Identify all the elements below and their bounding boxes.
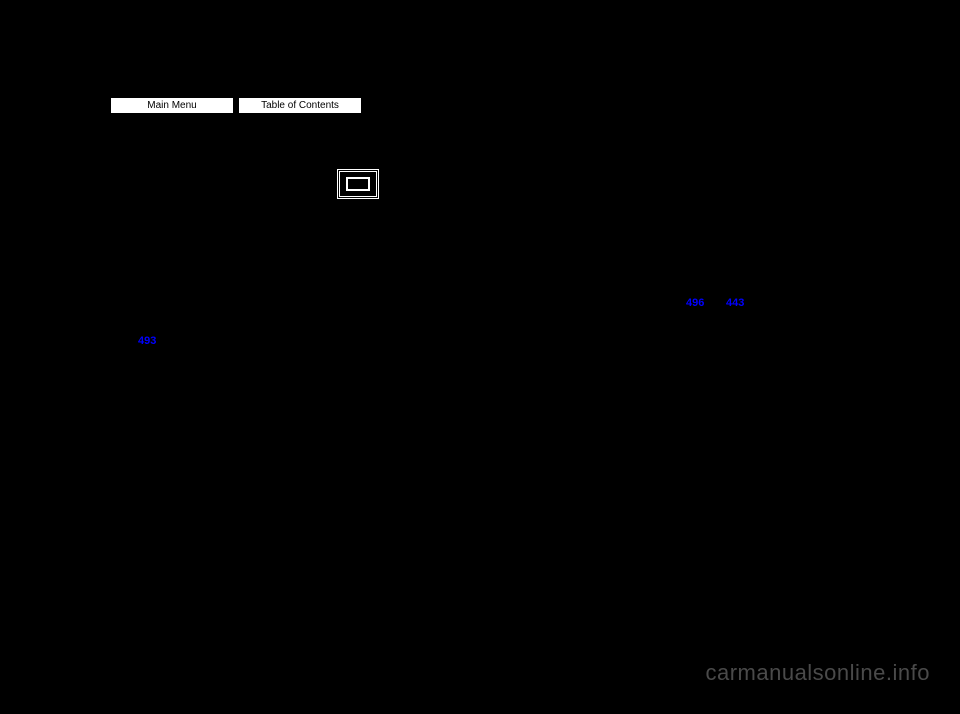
nav-button-row: Main Menu Table of Contents bbox=[110, 97, 362, 114]
main-menu-button[interactable]: Main Menu bbox=[110, 97, 234, 114]
indicator-icon-inner bbox=[346, 177, 370, 191]
indicator-icon bbox=[337, 169, 379, 199]
watermark-text: carmanualsonline.info bbox=[705, 660, 930, 686]
toc-button[interactable]: Table of Contents bbox=[238, 97, 362, 114]
page-link-1[interactable]: 496 bbox=[686, 297, 704, 309]
page-link-3[interactable]: 493 bbox=[138, 335, 156, 347]
page-link-2[interactable]: 443 bbox=[726, 297, 744, 309]
